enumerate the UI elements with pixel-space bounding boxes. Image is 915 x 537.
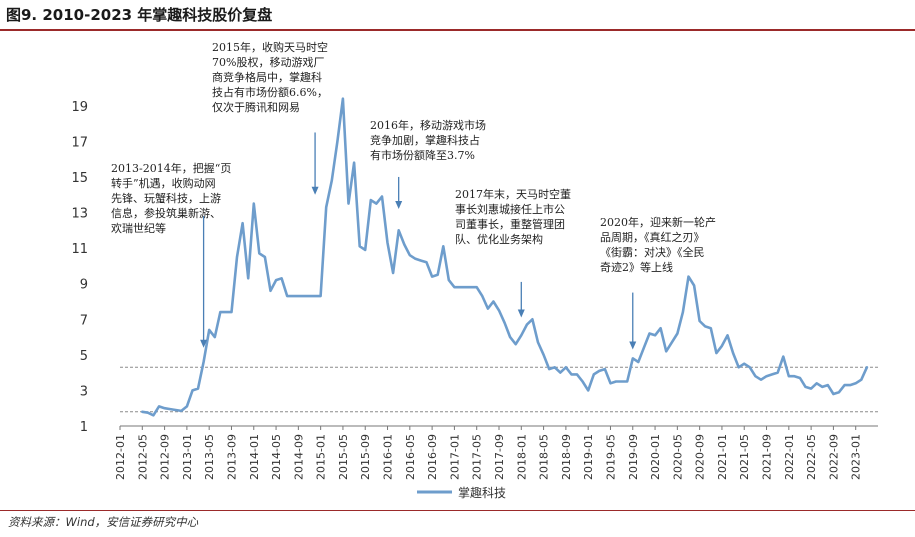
x-tick-label: 2012-05 — [136, 434, 149, 480]
annotation: 2017年末，天马时空董事长刘惠城接任上市公司董事长，重整管理团队、优化业务架构 — [455, 187, 571, 318]
x-tick-label: 2015-01 — [315, 434, 328, 480]
annotation-text: 2017年末，天马时空董事长刘惠城接任上市公司董事长，重整管理团队、优化业务架构 — [455, 187, 571, 246]
x-tick-label: 2020-09 — [694, 434, 707, 480]
annotation: 2015年，收购天马时空 70%股权，移动游戏厂商竞争格局中，掌趣科技占有市场份额… — [212, 40, 328, 195]
x-tick-label: 2020-05 — [671, 434, 684, 480]
annotation-line: 竞争加剧，掌趣科技占 — [370, 133, 480, 147]
source-divider — [0, 510, 915, 511]
series-line-zhangqu — [141, 97, 869, 417]
reference-lines — [120, 366, 878, 413]
x-tick-label: 2017-09 — [493, 434, 506, 480]
annotation-line: 2020年，迎来新一轮产 — [600, 215, 716, 229]
annotation-line: 仅次于腾讯和网易 — [212, 100, 300, 114]
x-tick-label: 2017-01 — [448, 434, 461, 480]
y-tick-label: 5 — [80, 349, 88, 364]
x-tick-label: 2014-05 — [270, 434, 283, 480]
annotation-line: 欢瑞世纪等 — [111, 221, 166, 235]
y-tick-label: 13 — [71, 207, 88, 222]
x-tick-label: 2018-09 — [560, 434, 573, 480]
annotation-line: 事长刘惠城接任上市公 — [455, 202, 565, 216]
x-tick-label: 2015-09 — [359, 434, 372, 480]
x-tick-label: 2013-09 — [225, 434, 238, 480]
source-note: 资料来源：Wind，安信证券研究中心 — [8, 515, 199, 529]
y-tick-label: 7 — [80, 313, 88, 328]
annotation-line: 品周期，《真红之刃》 — [600, 230, 705, 244]
annotation-line: 商竞争格局中，掌趣科 — [212, 70, 322, 84]
annotation-arrow-head — [311, 186, 319, 195]
x-tick-label: 2018-01 — [515, 434, 528, 480]
annotation-line: 《街霸：对决》《全民 — [600, 245, 705, 259]
title-divider — [0, 29, 915, 31]
legend: 掌趣科技 — [417, 485, 506, 500]
annotation-arrow-head — [629, 341, 637, 350]
annotation-line: 转手”机遇，收购动网 — [111, 176, 216, 190]
annotation-line: 有市场份额降至3.7% — [370, 148, 475, 162]
annotation: 2016年，移动游戏市场竞争加剧，掌趣科技占有市场份额降至3.7% — [370, 118, 486, 209]
x-tick-label: 2022-09 — [827, 434, 840, 480]
x-tick-label: 2012-01 — [114, 434, 127, 480]
annotation-arrow-head — [517, 309, 525, 318]
y-tick-label: 3 — [80, 384, 88, 399]
series-layer — [141, 97, 869, 417]
annotation: 2020年，迎来新一轮产品周期，《真红之刃》《街霸：对决》《全民奇迹2》等上线 — [600, 215, 716, 350]
x-tick-label: 2016-05 — [404, 434, 417, 480]
annotation-line: 先锋、玩蟹科技，上游 — [111, 191, 221, 205]
annotation-line: 70%股权，移动游戏厂 — [212, 56, 324, 69]
annotation-text: 2015年，收购天马时空 70%股权，移动游戏厂商竞争格局中，掌趣科技占有市场份额… — [212, 40, 328, 114]
annotation-line: 2013-2014年，把握“页 — [111, 161, 231, 175]
annotation-text: 2013-2014年，把握“页转手”机遇，收购动网先锋、玩蟹科技，上游信息，参投… — [111, 161, 231, 235]
x-tick-label: 2013-01 — [181, 434, 194, 480]
annotations-layer: 2013-2014年，把握“页转手”机遇，收购动网先锋、玩蟹科技，上游信息，参投… — [111, 40, 716, 350]
x-tick-label: 2015-05 — [337, 434, 350, 480]
annotation-text: 2020年，迎来新一轮产品周期，《真红之刃》《街霸：对决》《全民奇迹2》等上线 — [600, 215, 716, 274]
y-tick-label: 15 — [71, 171, 88, 186]
x-tick-label: 2021-09 — [761, 434, 774, 480]
x-tick-label: 2022-05 — [805, 434, 818, 480]
x-tick-label: 2022-01 — [783, 434, 796, 480]
annotation-line: 技占有市场份额6.6%， — [212, 85, 328, 99]
y-tick-label: 1 — [80, 420, 88, 435]
annotation-arrow-head — [200, 339, 208, 348]
x-tick-label: 2014-01 — [248, 434, 261, 480]
annotation-text: 2016年，移动游戏市场竞争加剧，掌趣科技占有市场份额降至3.7% — [370, 118, 486, 162]
page-title: 图9. 2010-2023 年掌趣科技股价复盘 — [6, 6, 273, 24]
annotation-line: 队、优化业务架构 — [455, 232, 543, 246]
annotation-arrow-head — [395, 200, 403, 209]
annotation: 2013-2014年，把握“页转手”机遇，收购动网先锋、玩蟹科技，上游信息，参投… — [111, 161, 231, 348]
x-tick-label: 2019-09 — [627, 434, 640, 480]
annotation-line: 2015年，收购天马时空 — [212, 40, 328, 54]
x-tick-label: 2017-05 — [471, 434, 484, 480]
x-tick-label: 2012-09 — [159, 434, 172, 480]
annotation-line: 奇迹2》等上线 — [600, 260, 673, 274]
annotation-line: 2016年，移动游戏市场 — [370, 118, 486, 132]
y-tick-label: 9 — [80, 278, 88, 293]
x-tick-label: 2013-05 — [203, 434, 216, 480]
x-tick-label: 2023-01 — [850, 434, 863, 480]
x-tick-label: 2021-01 — [716, 434, 729, 480]
x-tick-label: 2019-01 — [582, 434, 595, 480]
x-tick-label: 2016-01 — [382, 434, 395, 480]
x-tick-label: 2018-05 — [538, 434, 551, 480]
y-tick-label: 11 — [71, 242, 88, 257]
annotation-line: 信息，参投筑巢新游、 — [111, 206, 221, 220]
x-tick-label: 2021-05 — [738, 434, 751, 480]
x-tick-label: 2014-09 — [292, 434, 305, 480]
x-tick-label: 2019-05 — [604, 434, 617, 480]
annotation-line: 司董事长，重整管理团 — [455, 217, 565, 231]
y-tick-label: 19 — [71, 100, 88, 115]
x-tick-label: 2016-09 — [426, 434, 439, 480]
annotation-line: 2017年末，天马时空董 — [455, 187, 571, 201]
legend-label: 掌趣科技 — [458, 485, 506, 500]
y-tick-label: 17 — [71, 135, 88, 150]
x-tick-label: 2020-01 — [649, 434, 662, 480]
